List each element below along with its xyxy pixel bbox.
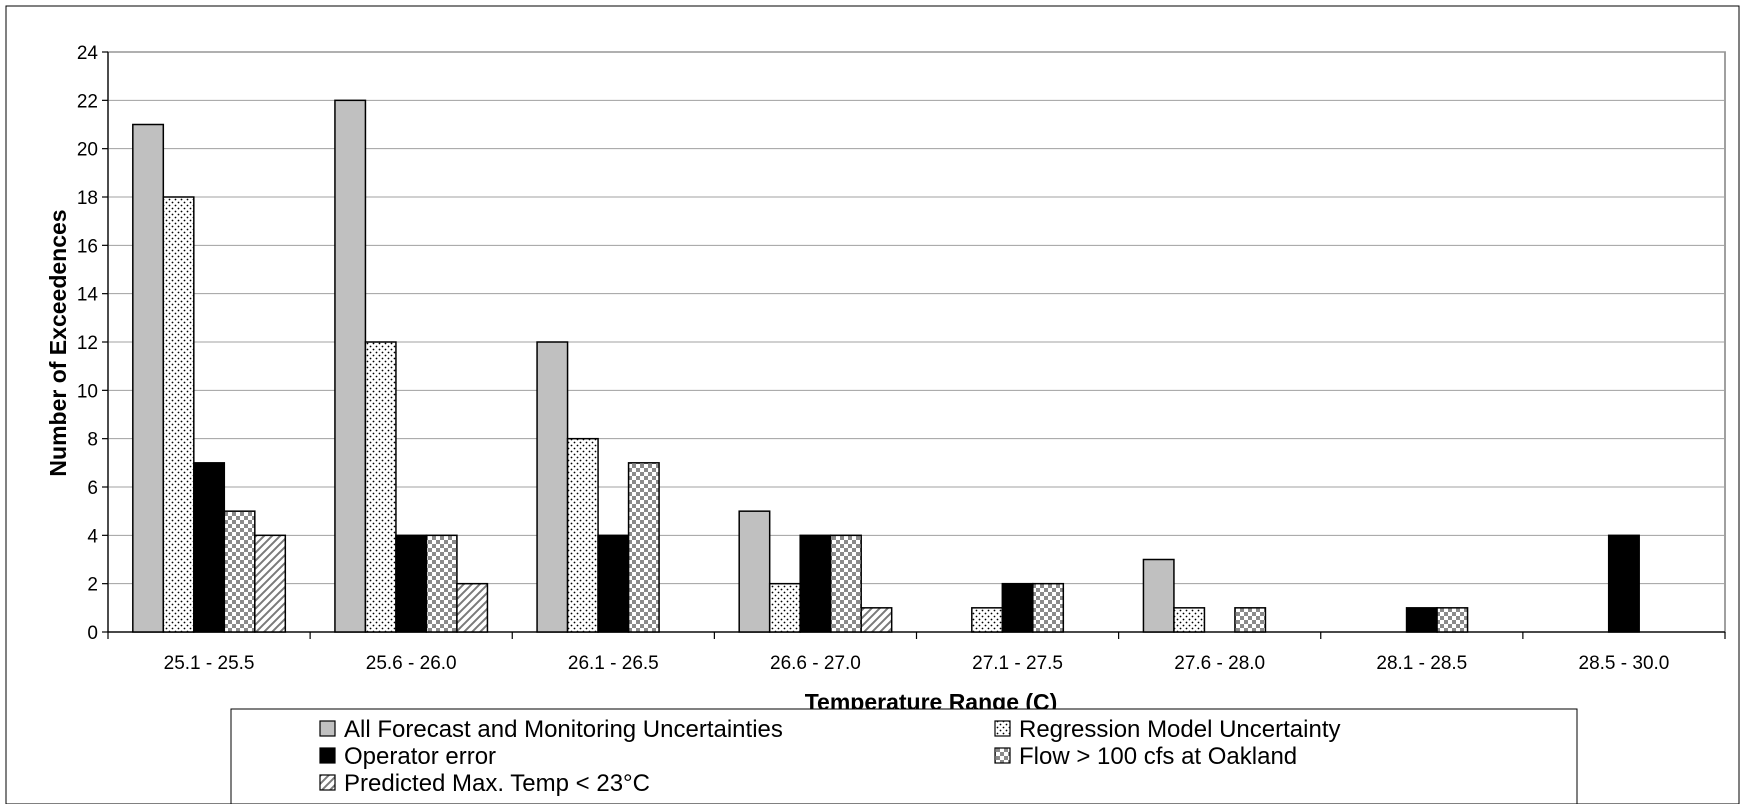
bar xyxy=(334,99,367,633)
legend-swatch xyxy=(994,720,1011,737)
bars xyxy=(132,99,1640,633)
y-tick-label: 10 xyxy=(77,381,98,402)
legend-swatch xyxy=(319,774,336,791)
legend-swatch xyxy=(319,747,336,764)
y-tick-label: 4 xyxy=(87,526,98,547)
bar xyxy=(1001,582,1034,633)
bar xyxy=(1234,607,1267,633)
bar xyxy=(829,534,862,633)
bar xyxy=(254,534,287,633)
y-tick-label: 24 xyxy=(77,43,99,64)
x-tick-label: 28.5 - 30.0 xyxy=(1579,653,1670,674)
bar xyxy=(456,582,489,633)
legend-item: Flow > 100 cfs at Oakland xyxy=(994,743,1297,770)
x-tick-label: 28.1 - 28.5 xyxy=(1376,653,1467,674)
y-tick-label: 0 xyxy=(87,623,98,644)
y-tick-label: 6 xyxy=(87,478,98,499)
legend-label: Flow > 100 cfs at Oakland xyxy=(1019,743,1297,770)
bar xyxy=(860,607,893,633)
bar xyxy=(1436,607,1469,633)
legend-label: Operator error xyxy=(344,743,496,770)
legend-label: Regression Model Uncertainty xyxy=(1019,716,1340,743)
y-tick-label: 14 xyxy=(77,285,99,306)
bar xyxy=(1142,558,1175,633)
y-tick-label: 8 xyxy=(87,430,98,451)
legend-swatch xyxy=(319,720,336,737)
bar xyxy=(132,123,165,633)
x-tick-label: 25.6 - 26.0 xyxy=(366,653,457,674)
y-tick-label: 18 xyxy=(77,188,98,209)
x-tick-label: 26.1 - 26.5 xyxy=(568,653,659,674)
bar xyxy=(627,462,660,633)
legend-item: Predicted Max. Temp < 23°C xyxy=(319,770,650,797)
legend-item: Regression Model Uncertainty xyxy=(994,716,1340,743)
bar xyxy=(799,534,832,633)
y-tick-label: 20 xyxy=(77,140,98,161)
bar xyxy=(223,510,256,633)
x-tick-label: 27.6 - 28.0 xyxy=(1174,653,1265,674)
bar xyxy=(971,607,1004,633)
y-tick-label: 16 xyxy=(77,236,98,257)
y-axis-title: Number of Exceedences xyxy=(45,209,71,476)
bar xyxy=(536,341,569,633)
y-tick-label: 22 xyxy=(77,91,98,112)
legend-item: Operator error xyxy=(319,743,496,770)
bar xyxy=(395,534,428,633)
bar xyxy=(193,462,226,633)
bar xyxy=(1405,607,1438,633)
x-tick-label: 25.1 - 25.5 xyxy=(164,653,255,674)
bar xyxy=(425,534,458,633)
legend: All Forecast and Monitoring Uncertaintie… xyxy=(319,716,1340,797)
legend-label: All Forecast and Monitoring Uncertaintie… xyxy=(344,716,783,743)
legend-swatch xyxy=(994,747,1011,764)
legend-label: Predicted Max. Temp < 23°C xyxy=(344,770,650,797)
x-tick-label: 26.6 - 27.0 xyxy=(770,653,861,674)
legend-item: All Forecast and Monitoring Uncertaintie… xyxy=(319,716,783,743)
bar xyxy=(1173,607,1206,633)
y-tick-label: 12 xyxy=(77,333,98,354)
bar xyxy=(1032,582,1065,633)
bar xyxy=(1607,534,1640,633)
legend-box xyxy=(230,708,1578,805)
bar xyxy=(364,341,397,633)
bar xyxy=(597,534,630,633)
bar xyxy=(162,196,195,633)
bar xyxy=(738,510,771,633)
x-tick-label: 27.1 - 27.5 xyxy=(972,653,1063,674)
bar xyxy=(566,437,599,633)
bar xyxy=(768,582,801,633)
y-tick-label: 2 xyxy=(87,575,98,596)
